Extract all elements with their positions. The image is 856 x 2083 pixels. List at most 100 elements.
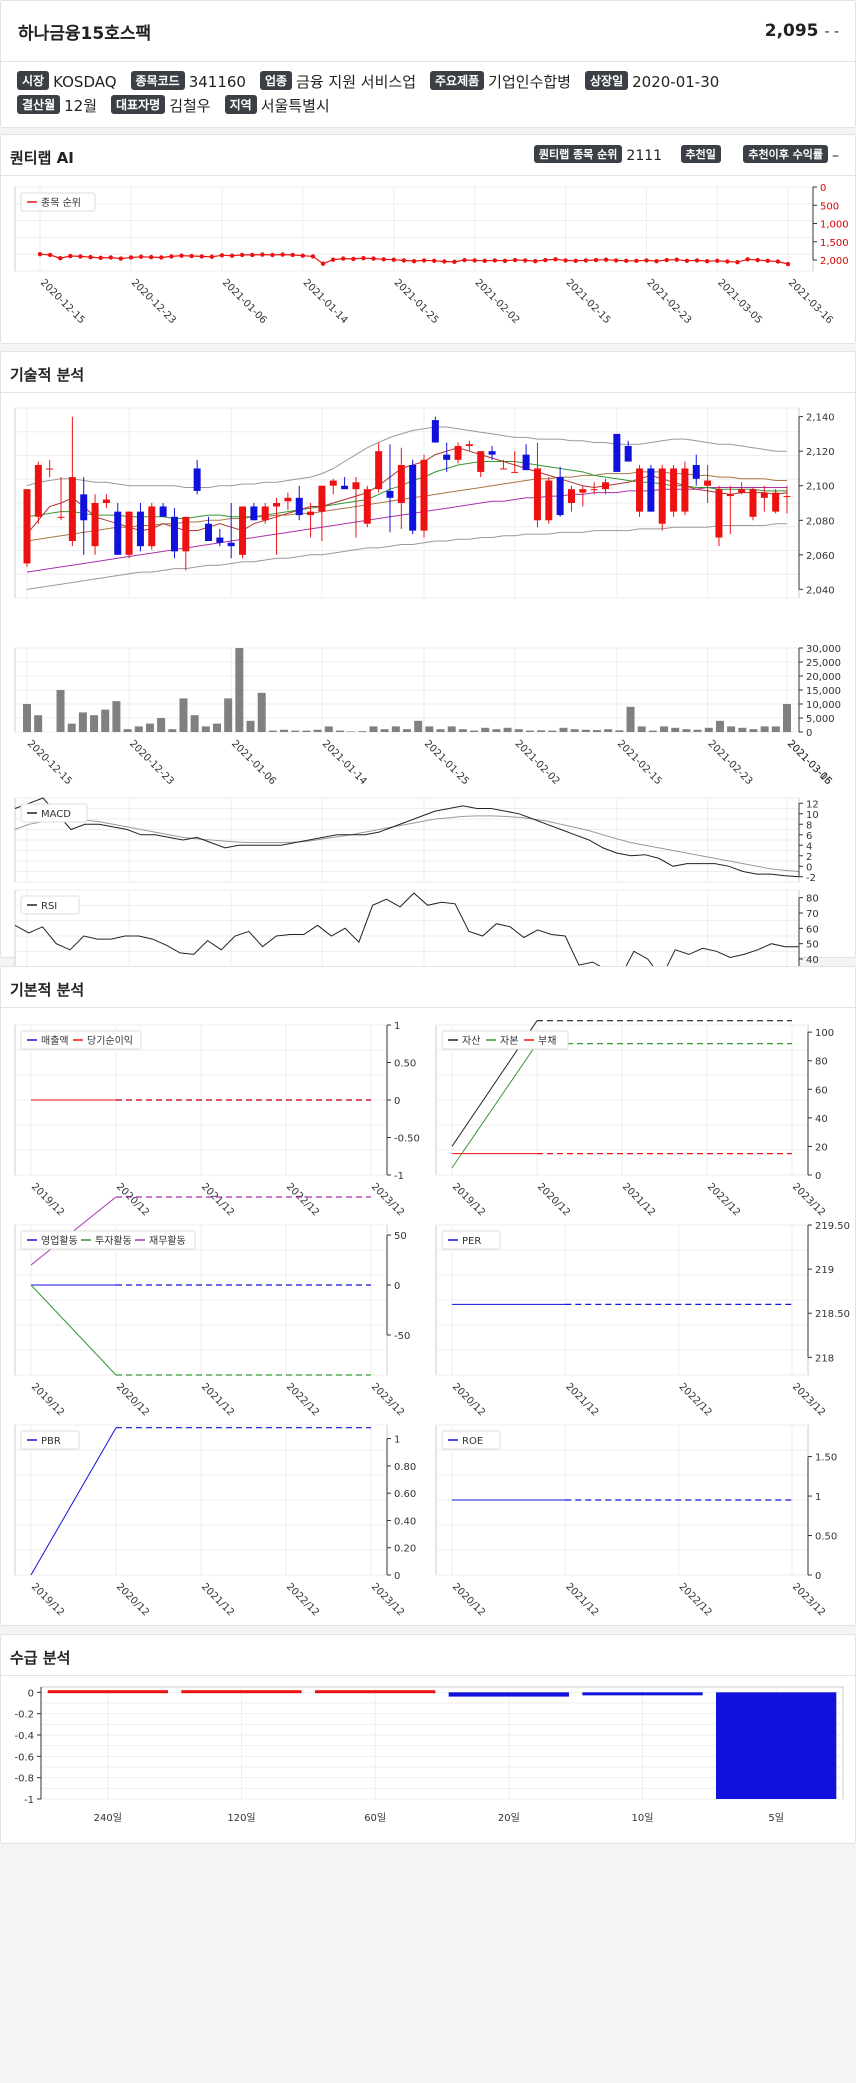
volume-bar	[90, 715, 99, 732]
volume-bar	[458, 729, 467, 732]
candle-body	[692, 465, 700, 479]
revenue-xtick-label: 2021/12	[199, 1181, 236, 1218]
candle-body	[772, 492, 780, 512]
rank-point	[775, 259, 781, 264]
info-item: 지역 서울특별시	[224, 95, 330, 116]
rank-xtick-label: 2021-01-06	[220, 277, 269, 326]
macd-signal-line	[14, 815, 800, 872]
info-tag: 주요제품	[430, 71, 485, 90]
candle-body	[136, 511, 144, 547]
candle-body	[533, 468, 541, 521]
price-ytick-label: 2,140	[806, 413, 835, 424]
rank-point	[603, 257, 609, 262]
rank-point	[209, 254, 215, 259]
candle-body	[511, 471, 519, 473]
revenue-legend-label: 매출액	[41, 1035, 69, 1047]
volume-bar	[693, 729, 702, 732]
candle-body	[352, 482, 360, 490]
candle-body	[318, 485, 326, 512]
fund-card: 기본적 분석 -1 -0.50 0 0.50 1 매출액 당기순이익 2019/12 2020/…	[0, 966, 856, 1626]
rank-point	[553, 257, 558, 262]
per-ytick-label: 218	[815, 1353, 834, 1364]
volume-bar	[626, 706, 635, 732]
volume-ytick-label: 30,000	[806, 644, 841, 655]
info-item: 종목코드 341160	[130, 71, 246, 91]
volume-bar	[347, 731, 356, 732]
roe-ytick-label: 0.50	[815, 1532, 837, 1543]
candle-body	[488, 451, 496, 455]
volume-bar	[380, 729, 389, 732]
volume-bar	[23, 704, 31, 732]
candle-body	[647, 468, 655, 512]
ai-title: 퀀티랩 AI	[10, 149, 74, 167]
candle-body	[239, 506, 247, 555]
info-item: 업종 금융 지원 서비스업	[259, 71, 416, 92]
ai-summary: 퀀티랩 종목 순위 2111 추천일 추천이후 수익률 –	[533, 145, 839, 164]
candle-body	[125, 511, 133, 555]
rank-xtick-label: 2021-01-25	[392, 277, 441, 326]
price-ytick-label: 2,060	[806, 551, 835, 562]
rank-point	[320, 261, 326, 266]
rank-point	[533, 258, 538, 264]
info-tag: 지역	[224, 95, 257, 114]
volume-bar	[324, 726, 333, 732]
candle-body	[170, 516, 178, 552]
rsi-ytick-label: 70	[806, 909, 819, 920]
volume-bar	[492, 729, 501, 732]
candle-body	[250, 506, 258, 521]
investing-actual-line	[30, 1284, 117, 1376]
cashflow-ytick-label: 50	[394, 1231, 407, 1242]
price-ytick-label: 2,120	[806, 447, 835, 458]
rank-point	[583, 258, 589, 263]
info-item: 대표자명 김철우	[111, 95, 211, 116]
candle-body	[658, 468, 666, 524]
volume-bar	[514, 729, 523, 732]
volume-ytick-label: 15,000	[806, 686, 841, 697]
pbr-xtick-label: 2022/12	[284, 1581, 321, 1618]
info-item: 주요제품 기업인수합병	[430, 71, 571, 92]
rec-return-tag: 추천이후 수익률	[743, 145, 828, 163]
candle-body	[23, 489, 31, 564]
ai-card: 퀀티랩 AI 퀀티랩 종목 순위 2111 추천일 추천이후 수익률 – 0 500 1…	[0, 134, 856, 344]
rank-ytick-label: 0	[820, 183, 826, 194]
volume-ytick-label: 5,000	[806, 714, 835, 725]
balance-xtick-label: 2021/12	[620, 1181, 657, 1218]
candle-body	[34, 465, 42, 517]
rank-frame	[14, 186, 814, 272]
macd-ytick-label: 4	[806, 841, 812, 852]
volume-bar	[56, 690, 65, 732]
pbr-ytick-label: 0.20	[394, 1544, 416, 1555]
roe-legend-label: ROE	[462, 1436, 483, 1447]
volume-bar	[548, 730, 557, 732]
revenue-xtick-label: 2020/12	[114, 1181, 151, 1218]
ai-divider	[1, 175, 855, 176]
equity-actual-line	[451, 1043, 538, 1169]
candle-body	[216, 537, 224, 543]
candle-body	[386, 490, 394, 498]
supply-xtick-label: 240일	[94, 1812, 122, 1824]
macd-ytick-label: 10	[806, 810, 819, 821]
info-value: KOSDAQ	[53, 73, 117, 91]
rank-xtick-label: 2020-12-23	[129, 277, 178, 326]
technical-chart: 2,040 2,060 2,080 2,100 2,120 2,140 0 5,000 10,0…	[14, 407, 841, 983]
candle-body	[159, 506, 167, 517]
candle-body	[624, 446, 632, 462]
rank-point	[725, 259, 730, 264]
volume-bar	[436, 729, 445, 732]
candle-body	[579, 489, 587, 493]
rec-date-tag: 추천일	[680, 145, 721, 163]
revenue-ytick-label: 1	[394, 1021, 400, 1032]
rank-point	[543, 257, 548, 263]
roe-xtick-label: 2021/12	[563, 1581, 600, 1618]
macd-ytick-label: 2	[806, 852, 812, 863]
volume-bar	[291, 730, 300, 732]
info-item: 결산월 12월	[17, 95, 97, 116]
supply-ytick-label: -0.8	[14, 1774, 34, 1785]
price-change: - -	[824, 24, 839, 40]
rank-point	[148, 254, 154, 260]
balance-ytick-label: 60	[815, 1085, 828, 1096]
cashflow-xtick-label: 2021/12	[199, 1381, 236, 1418]
volume-ytick-label: 0	[806, 728, 812, 739]
candle-body	[307, 511, 315, 516]
candle-body	[193, 468, 201, 491]
